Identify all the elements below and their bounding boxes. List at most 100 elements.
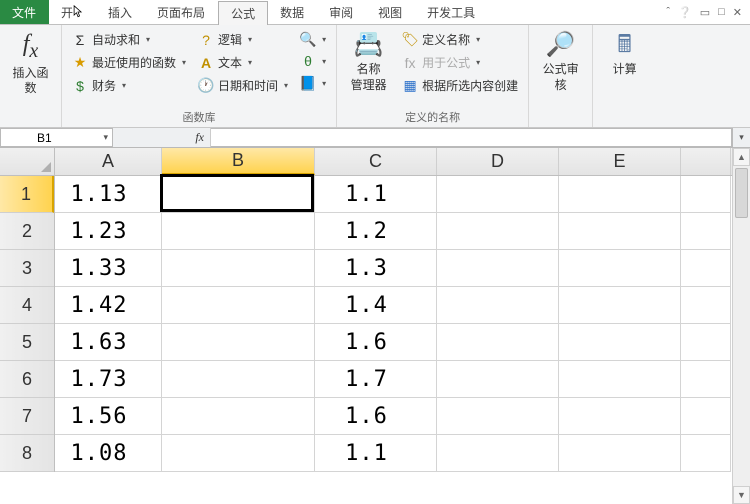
column-header[interactable]: A bbox=[55, 148, 162, 175]
tab-home[interactable]: 开 bbox=[49, 0, 96, 24]
select-all-corner[interactable] bbox=[0, 148, 55, 176]
calculation-button[interactable]: 🖩 计算 bbox=[597, 27, 652, 80]
cell[interactable] bbox=[681, 250, 731, 287]
cell[interactable] bbox=[559, 435, 681, 472]
recently-used-button[interactable]: ★最近使用的函数▾ bbox=[70, 52, 188, 73]
row-header[interactable]: 7 bbox=[0, 398, 54, 435]
cell[interactable]: 1.4 bbox=[315, 287, 437, 324]
column-header[interactable]: E bbox=[559, 148, 681, 175]
logical-button[interactable]: ?逻辑▾ bbox=[196, 29, 290, 50]
fx-label[interactable]: fx bbox=[113, 128, 211, 147]
help-icon[interactable]: ❔ bbox=[678, 6, 692, 19]
row-header[interactable]: 5 bbox=[0, 324, 54, 361]
math-button[interactable]: θ▾ bbox=[298, 51, 328, 71]
column-header[interactable]: D bbox=[437, 148, 559, 175]
cells-area[interactable]: 1.131.11.231.21.331.31.421.41.631.61.731… bbox=[55, 176, 732, 504]
cell[interactable] bbox=[437, 398, 559, 435]
cell[interactable] bbox=[162, 176, 315, 213]
cell[interactable]: 1.7 bbox=[315, 361, 437, 398]
cell[interactable] bbox=[437, 287, 559, 324]
window-restore-icon[interactable]: ▭ bbox=[700, 6, 710, 19]
define-name-button[interactable]: 🏷定义名称▾ bbox=[400, 29, 520, 50]
cell[interactable]: 1.1 bbox=[315, 176, 437, 213]
datetime-button[interactable]: 🕐日期和时间▾ bbox=[196, 75, 290, 96]
cell[interactable] bbox=[681, 287, 731, 324]
cell[interactable]: 1.23 bbox=[55, 213, 162, 250]
cell[interactable] bbox=[559, 176, 681, 213]
chevron-down-icon[interactable]: ▾ bbox=[103, 132, 108, 143]
tab-view[interactable]: 视图 bbox=[366, 0, 415, 24]
row-header[interactable]: 2 bbox=[0, 213, 54, 250]
autosum-button[interactable]: Σ自动求和▾ bbox=[70, 29, 188, 50]
cell[interactable]: 1.73 bbox=[55, 361, 162, 398]
cell[interactable] bbox=[559, 398, 681, 435]
row-header[interactable]: 1 bbox=[0, 176, 54, 213]
scroll-thumb[interactable] bbox=[735, 168, 748, 218]
window-close-icon[interactable]: ✕ bbox=[733, 6, 742, 19]
cell[interactable]: 1.56 bbox=[55, 398, 162, 435]
cell[interactable] bbox=[162, 435, 315, 472]
cell[interactable]: 1.08 bbox=[55, 435, 162, 472]
financial-button[interactable]: $财务▾ bbox=[70, 75, 188, 96]
cell[interactable] bbox=[681, 361, 731, 398]
formula-audit-button[interactable]: 🔎 公式审核 bbox=[533, 27, 588, 95]
cell[interactable]: 1.6 bbox=[315, 324, 437, 361]
cell[interactable] bbox=[437, 213, 559, 250]
row-header[interactable]: 8 bbox=[0, 435, 54, 472]
tab-developer[interactable]: 开发工具 bbox=[415, 0, 488, 24]
window-maximize-icon[interactable]: □ bbox=[718, 6, 725, 18]
tab-formulas[interactable]: 公式 bbox=[218, 1, 268, 25]
cell[interactable] bbox=[559, 324, 681, 361]
cell[interactable] bbox=[681, 176, 731, 213]
create-from-selection-button[interactable]: ▦根据所选内容创建 bbox=[400, 75, 520, 96]
cell[interactable]: 1.33 bbox=[55, 250, 162, 287]
tab-page-layout[interactable]: 页面布局 bbox=[145, 0, 218, 24]
cell[interactable] bbox=[559, 250, 681, 287]
cell[interactable] bbox=[559, 361, 681, 398]
row-header[interactable]: 3 bbox=[0, 250, 54, 287]
formula-bar[interactable] bbox=[211, 128, 732, 147]
cell[interactable] bbox=[437, 176, 559, 213]
lookup-button[interactable]: 🔍▾ bbox=[298, 29, 328, 49]
name-manager-button[interactable]: 📇 名称 管理器 bbox=[341, 27, 396, 95]
ribbon-minimize-icon[interactable]: ˆ bbox=[666, 6, 670, 18]
cell[interactable] bbox=[162, 361, 315, 398]
tab-data[interactable]: 数据 bbox=[268, 0, 317, 24]
name-box[interactable]: B1 ▾ bbox=[0, 128, 113, 147]
cell[interactable]: 1.42 bbox=[55, 287, 162, 324]
column-header[interactable] bbox=[681, 148, 731, 175]
vertical-scrollbar[interactable]: ▲ ▼ bbox=[732, 148, 750, 504]
column-header[interactable]: B bbox=[162, 148, 315, 175]
cell[interactable] bbox=[162, 324, 315, 361]
cell[interactable]: 1.1 bbox=[315, 435, 437, 472]
cell[interactable] bbox=[681, 398, 731, 435]
column-header[interactable]: C bbox=[315, 148, 437, 175]
tab-review[interactable]: 审阅 bbox=[317, 0, 366, 24]
cell[interactable]: 1.2 bbox=[315, 213, 437, 250]
tab-insert[interactable]: 插入 bbox=[96, 0, 145, 24]
cell[interactable] bbox=[437, 324, 559, 361]
cell[interactable] bbox=[559, 287, 681, 324]
cell[interactable] bbox=[437, 435, 559, 472]
scroll-down-icon[interactable]: ▼ bbox=[733, 486, 750, 504]
cell[interactable] bbox=[681, 324, 731, 361]
insert-function-button[interactable]: fx 插入函数 bbox=[4, 27, 57, 99]
row-header[interactable]: 4 bbox=[0, 287, 54, 324]
cell[interactable] bbox=[559, 213, 681, 250]
cell[interactable] bbox=[162, 250, 315, 287]
cell[interactable]: 1.13 bbox=[55, 176, 162, 213]
cell[interactable] bbox=[681, 435, 731, 472]
cell[interactable] bbox=[681, 213, 731, 250]
cell[interactable]: 1.6 bbox=[315, 398, 437, 435]
scroll-up-icon[interactable]: ▲ bbox=[733, 148, 750, 166]
more-button[interactable]: 📘▾ bbox=[298, 73, 328, 93]
cell[interactable] bbox=[162, 398, 315, 435]
formula-bar-expand[interactable]: ▾ bbox=[732, 128, 750, 147]
row-header[interactable]: 6 bbox=[0, 361, 54, 398]
cell[interactable] bbox=[437, 250, 559, 287]
cell[interactable]: 1.3 bbox=[315, 250, 437, 287]
tab-file[interactable]: 文件 bbox=[0, 0, 49, 24]
cell[interactable] bbox=[437, 361, 559, 398]
cell[interactable]: 1.63 bbox=[55, 324, 162, 361]
cell[interactable] bbox=[162, 213, 315, 250]
